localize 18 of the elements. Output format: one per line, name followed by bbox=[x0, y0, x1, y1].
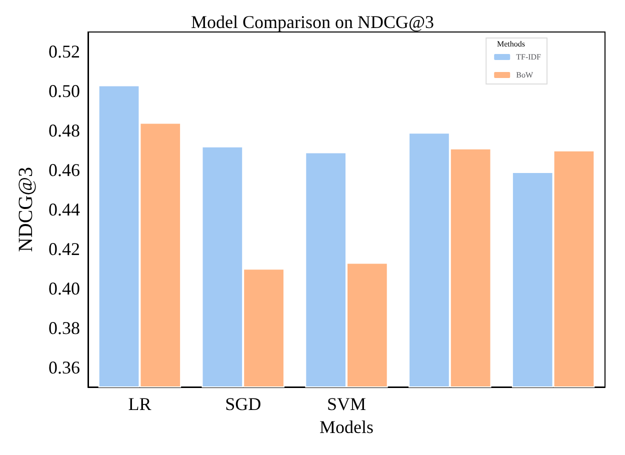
x-tick-label: SGD bbox=[225, 394, 262, 414]
x-tick-label: SVM bbox=[326, 394, 366, 414]
legend-label: BoW bbox=[516, 70, 534, 80]
y-tick-label: 0.46 bbox=[48, 160, 80, 180]
x-tick-label: LR bbox=[128, 394, 152, 414]
y-axis-title: NDCG@3 bbox=[15, 166, 37, 252]
legend-title: Methods bbox=[497, 40, 525, 48]
y-tick-label: 0.48 bbox=[48, 120, 80, 141]
y-tick-label: 0.42 bbox=[48, 238, 80, 259]
legend-label: TF-IDF bbox=[516, 52, 542, 62]
y-tick-label: 0.44 bbox=[48, 200, 80, 220]
y-tick-label: 0.50 bbox=[48, 81, 80, 102]
x-axis-title: Models bbox=[320, 416, 374, 437]
chart-title: Model Comparison on NDCG@3 bbox=[190, 12, 434, 32]
y-tick-label: 0.38 bbox=[48, 318, 80, 338]
y-tick-label: 0.52 bbox=[48, 42, 80, 62]
y-tick-label: 0.40 bbox=[48, 278, 80, 298]
y-tick-label: 0.36 bbox=[48, 357, 80, 378]
